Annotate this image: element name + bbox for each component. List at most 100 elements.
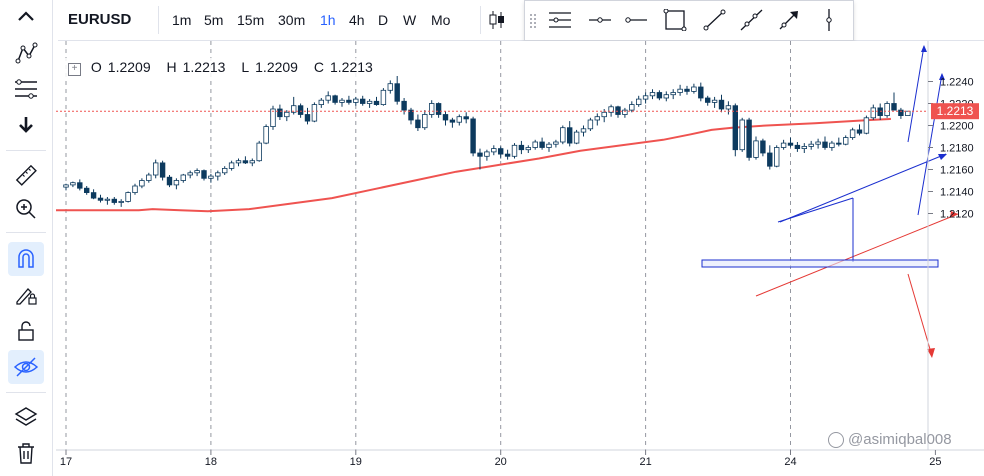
trash-icon[interactable] (8, 436, 44, 470)
candle-body (787, 142, 794, 146)
timeframe-5m[interactable]: 5m (204, 12, 224, 28)
candle-body (725, 105, 732, 110)
candles-style-icon[interactable] (488, 8, 506, 37)
candle (891, 92, 897, 111)
price-tick-label: 1.2220 (940, 99, 974, 111)
candle-body (366, 100, 373, 104)
candle-body (325, 95, 331, 101)
trend-line-icon[interactable] (699, 5, 729, 35)
candle (698, 82, 704, 102)
candle-body (97, 197, 104, 201)
candle (594, 113, 600, 126)
candle-body (560, 127, 566, 143)
candle-body (263, 126, 269, 144)
price-tick-label: 1.2180 (940, 143, 974, 155)
candle (705, 95, 711, 106)
candle (877, 103, 883, 120)
candle (884, 101, 890, 118)
candle-body (629, 104, 635, 111)
candle-body (656, 92, 663, 99)
candle-body (435, 103, 442, 115)
fibonacci-icon[interactable] (8, 72, 44, 106)
lock-icon[interactable] (8, 314, 44, 348)
arrow-down-icon[interactable] (8, 108, 44, 142)
candle-body (594, 116, 600, 121)
arrow-line-icon[interactable] (774, 5, 804, 35)
candle (504, 149, 511, 160)
candle (256, 140, 262, 162)
candle-body (539, 141, 545, 148)
candle (801, 143, 807, 153)
extended-line-icon[interactable] (736, 5, 766, 35)
price-axis: 1.21201.21401.21601.21801.22001.22201.22… (927, 41, 974, 450)
candle (215, 170, 221, 181)
candle (870, 104, 876, 120)
horizontal-ray-icon[interactable] (585, 5, 615, 35)
price-tag: 1.2213 (931, 103, 979, 120)
candle-body (442, 114, 449, 121)
timeframe-d[interactable]: D (378, 12, 389, 28)
horizontal-lines-icon[interactable] (545, 5, 575, 35)
candle (656, 90, 663, 101)
candle (394, 76, 400, 105)
magnet-icon[interactable] (8, 242, 44, 276)
candle (615, 105, 621, 118)
cursor-cross-icon[interactable] (8, 0, 44, 34)
candle-body (898, 109, 904, 116)
candle (822, 136, 828, 150)
timeframe-w[interactable]: W (403, 12, 417, 28)
vertical-line-icon[interactable] (814, 5, 844, 35)
legend-toggle-icon[interactable]: + (68, 63, 81, 76)
candle-body (836, 142, 842, 145)
candle (111, 197, 117, 205)
candle (525, 145, 531, 153)
candle (718, 94, 725, 113)
watermark-text: @asimiqbal008 (848, 431, 952, 448)
timeframe-30m[interactable]: 30m (278, 12, 306, 28)
timeframe-mo[interactable]: Mo (431, 12, 451, 28)
drag-handle-icon[interactable] (529, 13, 537, 34)
timeframe-4h[interactable]: 4h (349, 12, 365, 28)
timeframe-1m[interactable]: 1m (172, 12, 192, 28)
candle-body (463, 116, 469, 120)
left-toolbar (0, 0, 53, 476)
pencil-lock-icon[interactable] (8, 278, 44, 312)
candle-body (422, 114, 428, 129)
rectangle-icon[interactable] (660, 5, 690, 35)
layers-icon[interactable] (8, 400, 44, 434)
close-label: C (313, 59, 324, 75)
candle-body (642, 95, 649, 100)
candle (139, 178, 145, 189)
candle-body (760, 140, 766, 154)
zoom-in-icon[interactable] (8, 192, 44, 226)
candle (408, 107, 414, 125)
trend-line-icon[interactable] (8, 36, 44, 70)
candle (836, 137, 842, 147)
candle (511, 143, 518, 159)
time-tick-label: 18 (205, 456, 217, 468)
candle-body (649, 92, 656, 97)
candle-body (242, 160, 249, 164)
candle (373, 96, 380, 106)
eye-hidden-icon[interactable] (8, 350, 44, 384)
candle (898, 107, 904, 119)
symbol-name[interactable]: EURUSD (68, 11, 132, 28)
price-tick-label: 1.2140 (940, 187, 974, 199)
candle-body (877, 107, 883, 117)
toolbar-divider (480, 6, 481, 34)
blue-channel-line (779, 153, 947, 223)
candle (601, 109, 607, 123)
candle (774, 145, 780, 168)
timeframe-15m[interactable]: 15m (237, 12, 265, 28)
candle (228, 160, 235, 171)
timeframe-1h[interactable]: 1h (320, 12, 336, 28)
ma-line (56, 117, 891, 213)
ruler-icon[interactable] (8, 158, 44, 192)
candle (829, 140, 835, 151)
horizontal-segment-icon[interactable] (621, 5, 651, 35)
candle (477, 148, 483, 170)
candle-body (235, 160, 242, 164)
candle-body (456, 116, 462, 123)
blue-trend-line-upper (777, 197, 854, 223)
candle (152, 159, 159, 179)
